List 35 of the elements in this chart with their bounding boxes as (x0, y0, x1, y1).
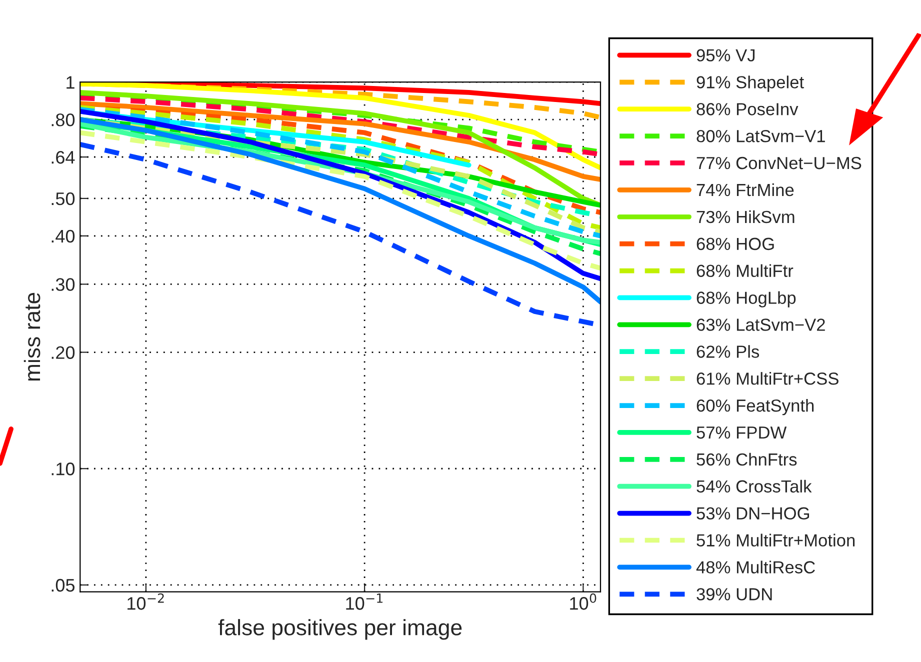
legend-label: 86% PoseInv (696, 103, 798, 116)
y-tick-label: .05 (52, 578, 75, 592)
y-axis-title: miss rate (24, 292, 40, 381)
legend-label: 60% FeatSynth (696, 399, 814, 416)
legend-label: 63% LatSvm−V2 (696, 318, 825, 331)
legend-label: 54% CrossTalk (696, 480, 812, 493)
legend-label: 39% UDN (696, 588, 772, 600)
y-tick-label: 1 (66, 76, 74, 89)
y-tick-label: .50 (52, 192, 75, 206)
legend-label: 57% FPDW (696, 426, 787, 439)
legend-label: 95% VJ (696, 49, 755, 62)
legend-label: 73% HikSvm (696, 210, 794, 224)
legend-label: 53% DN−HOG (696, 507, 810, 520)
x-tick-label: 10$^{0}$ (570, 593, 596, 610)
legend-label: 68% HogLbp (696, 291, 796, 308)
x-axis-title: false positives per image (218, 619, 462, 640)
legend-label: 68% MultiFtr (696, 264, 794, 278)
y-tick-label: .10 (52, 462, 75, 476)
legend-label: 56% ChnFtrs (696, 452, 797, 466)
legend-label: 68% HOG (696, 238, 774, 250)
legend-label: 91% Shapelet (696, 76, 804, 92)
legend-label: 80% LatSvm−V1 (696, 130, 825, 142)
legend-label: 51% MultiFtr+Motion (696, 534, 855, 546)
x-tick-label: 10$^{−2}$ (128, 593, 164, 610)
legend-label: 48% MultiResC (696, 560, 815, 574)
legend-label: 61% MultiFtr+CSS (696, 372, 838, 385)
y-tick-label: .80 (52, 113, 75, 126)
y-tick-label: .20 (52, 346, 75, 359)
y-tick-label: .30 (52, 278, 75, 291)
legend-label: 74% FtrMine (696, 183, 794, 196)
y-tick-label: .40 (52, 230, 75, 243)
x-tick-label: 10$^{−1}$ (346, 594, 383, 610)
y-tick-label: .64 (52, 150, 75, 164)
legend-label: 62% Pls (696, 345, 760, 358)
legend-label: 77% ConvNet−U−MS (696, 156, 862, 170)
